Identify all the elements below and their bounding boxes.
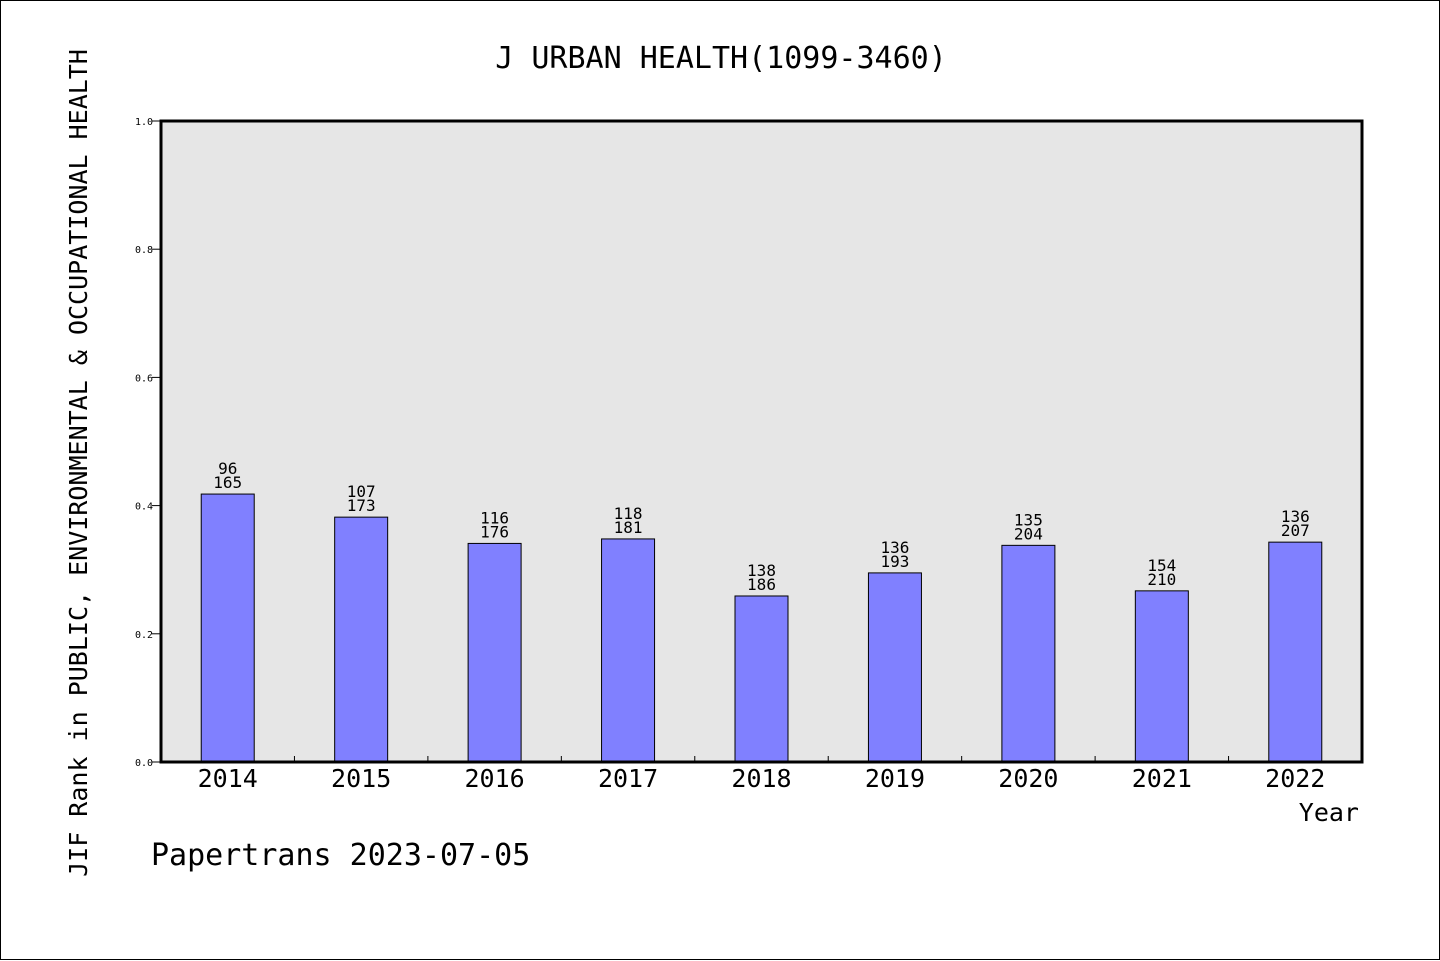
bar-label-total: 207 — [1281, 521, 1310, 540]
bar-label-total: 186 — [747, 575, 776, 594]
bar-label-total: 181 — [614, 518, 643, 537]
bar — [867, 572, 922, 763]
x-tick-label: 2020 — [998, 764, 1058, 793]
bar-label-total: 193 — [880, 552, 909, 571]
bar-label-rank: 138 — [747, 561, 776, 580]
bar — [1268, 541, 1323, 763]
bar-label-total: 204 — [1014, 524, 1043, 543]
bar-label-total: 176 — [480, 522, 509, 541]
x-tick-label: 2017 — [598, 764, 658, 793]
bar-label-rank: 107 — [347, 482, 376, 501]
bar — [1134, 590, 1189, 763]
x-tick-label: 2014 — [198, 764, 258, 793]
y-tick-label: 0.2 — [135, 630, 153, 641]
bar — [601, 538, 656, 763]
bar-label-rank: 96 — [218, 459, 237, 478]
bar — [334, 516, 389, 763]
chart-title: J URBAN HEALTH(1099-3460) — [495, 41, 947, 76]
x-tick-label: 2016 — [465, 764, 525, 793]
y-tick-label: 0.4 — [135, 502, 153, 513]
x-tick-label: 2019 — [865, 764, 925, 793]
bar-label-total: 173 — [347, 496, 376, 515]
x-tick-label: 2022 — [1265, 764, 1325, 793]
bar-label-total: 165 — [213, 473, 242, 492]
bar-label-rank: 135 — [1014, 510, 1043, 529]
bar — [1001, 544, 1056, 763]
bar-label-rank: 116 — [480, 508, 509, 527]
bar-label-rank: 118 — [614, 504, 643, 523]
bar-label-rank: 136 — [880, 538, 909, 557]
y-tick-label: 1.0 — [135, 117, 153, 128]
x-tick-label: 2021 — [1132, 764, 1192, 793]
footer-credit: Papertrans 2023-07-05 — [151, 838, 530, 873]
plot-border — [159, 119, 1364, 764]
bar-label-rank: 154 — [1147, 556, 1176, 575]
x-tick-label: 2018 — [731, 764, 791, 793]
y-tick-label: 0.0 — [135, 758, 153, 769]
y-axis-label: JIF Rank in PUBLIC, ENVIRONMENTAL & OCCU… — [64, 49, 93, 877]
bar — [200, 493, 255, 763]
y-tick-label: 0.8 — [135, 245, 153, 256]
y-tick-label: 0.6 — [135, 373, 153, 384]
x-axis-label: Year — [1299, 798, 1359, 827]
x-tick-label: 2015 — [331, 764, 391, 793]
bar — [467, 542, 522, 763]
bar-label-total: 210 — [1147, 570, 1176, 589]
bar — [734, 595, 789, 763]
bar-label-rank: 136 — [1281, 507, 1310, 526]
